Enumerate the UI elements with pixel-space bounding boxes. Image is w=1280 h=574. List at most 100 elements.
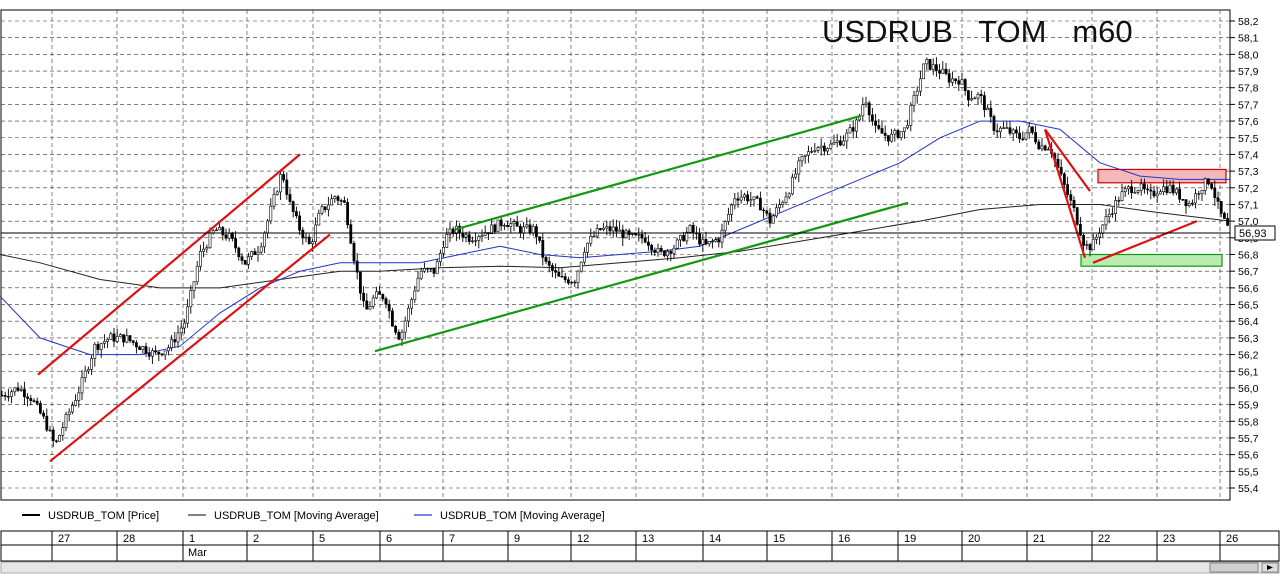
candle-body [726, 214, 730, 222]
candle-body [918, 78, 922, 92]
legend-label-ma-blue: USDRUB_TOM [Moving Average] [440, 510, 605, 522]
candle-body [294, 211, 298, 217]
scrollbar-track[interactable] [0, 561, 1280, 574]
candle-body [349, 224, 353, 244]
scroll-right-icon [1267, 565, 1273, 570]
candle-body [714, 239, 718, 242]
y-tick-label: 57,3 [1238, 166, 1259, 178]
candle-body [806, 151, 810, 156]
candle-body [247, 256, 250, 265]
candle-body [906, 125, 910, 129]
candle-body [304, 236, 308, 239]
candle-body [1088, 244, 1092, 251]
candle-body [189, 290, 193, 308]
candle-body [755, 196, 759, 199]
month-label: Mar [188, 547, 207, 559]
candle-body [355, 260, 359, 273]
candle-body [445, 234, 449, 248]
candle-body [157, 351, 161, 355]
candle-body [45, 415, 49, 431]
trendline [374, 201, 909, 353]
candle-body [192, 281, 196, 291]
candle-body [1114, 200, 1118, 214]
candle-body [1194, 193, 1198, 204]
candle-body [842, 140, 846, 146]
y-tick-label: 58,0 [1238, 49, 1259, 61]
candle-body [32, 400, 36, 402]
candle-body [867, 102, 871, 116]
candle-body [1203, 178, 1207, 191]
candle-body [845, 132, 849, 142]
candle-body [522, 226, 526, 234]
candle-body [151, 350, 154, 357]
candle-body [1098, 233, 1102, 238]
candle-body [387, 303, 391, 312]
candle-body [199, 251, 202, 267]
candle-body [51, 429, 55, 442]
candle-body [106, 339, 110, 342]
candle-body [467, 234, 471, 242]
candle-body [566, 279, 570, 284]
candle-body [502, 225, 506, 227]
candle-body [822, 145, 826, 152]
candle-body [474, 240, 478, 242]
candle-body [909, 105, 913, 126]
candle-body [231, 233, 234, 239]
y-tick-label: 58,2 [1238, 16, 1259, 28]
candle-body [176, 332, 180, 343]
candle-body [534, 226, 538, 237]
candle-body [1123, 188, 1127, 193]
candle-body [35, 400, 39, 404]
candle-body [323, 206, 327, 210]
candle-body [947, 73, 951, 83]
y-tick-label: 57,5 [1238, 133, 1259, 145]
candle-body [1117, 200, 1121, 202]
candle-body [771, 215, 775, 224]
candle-body [701, 239, 705, 245]
candle-body [829, 143, 833, 149]
candle-body [0, 394, 4, 397]
candle-body [61, 427, 65, 436]
candle-body [374, 291, 378, 299]
candle-body [742, 194, 746, 198]
candle-body [147, 353, 151, 357]
candle-body [256, 251, 260, 256]
candle-body [128, 335, 132, 342]
candle-body [38, 403, 42, 414]
candle-body [1155, 193, 1159, 197]
candle-body [893, 130, 897, 135]
candle-body [205, 247, 209, 250]
candle-body [1040, 145, 1044, 150]
candle-body [544, 257, 548, 262]
candle-body [448, 228, 452, 235]
x-tick-label: 28 [123, 533, 135, 545]
candle-body [541, 240, 545, 258]
x-tick-label: 21 [1033, 533, 1045, 545]
candle-body [864, 102, 868, 106]
candle-body [13, 387, 17, 393]
candle-body [93, 344, 97, 359]
y-tick-label: 57,0 [1238, 216, 1259, 228]
y-tick-label: 57,7 [1238, 99, 1259, 111]
candle-body [973, 97, 977, 100]
candle-body [342, 200, 346, 203]
candle-body [669, 251, 673, 254]
scrollbar-thumb[interactable] [1209, 562, 1259, 573]
y-tick-label: 55,6 [1238, 450, 1259, 462]
candle-body [646, 241, 650, 246]
candle-body [410, 299, 414, 309]
candle-body [215, 229, 218, 232]
candle-body [301, 229, 305, 239]
candle-body [320, 206, 324, 214]
candle-body [934, 64, 938, 71]
candle-body [595, 228, 599, 237]
candle-body [99, 343, 103, 350]
candle-body [461, 232, 465, 238]
candle-body [42, 412, 46, 417]
candle-body [682, 235, 686, 242]
candle-body [352, 243, 356, 262]
candle-body [1034, 132, 1038, 143]
candle-body [813, 150, 817, 152]
candle-body [499, 219, 503, 227]
candle-body [586, 242, 590, 253]
